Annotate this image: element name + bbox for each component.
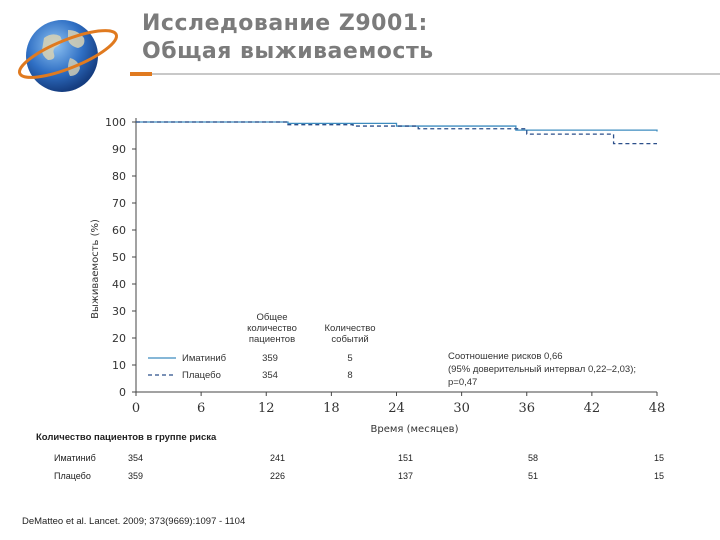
y-tick-label: 100 — [105, 116, 126, 129]
risk-row-label: Иматиниб — [54, 453, 96, 463]
y-tick-label: 20 — [112, 332, 126, 345]
hazard-ratio-annotation: Соотношение рисков 0,66 — [448, 351, 563, 362]
x-tick-label: 42 — [584, 401, 601, 416]
risk-cell: 226 — [270, 471, 286, 481]
risk-cell: 151 — [398, 453, 414, 463]
y-tick-label: 80 — [112, 170, 126, 183]
chart-series — [136, 121, 658, 145]
y-tick-label: 10 — [112, 359, 126, 372]
x-tick-label: 48 — [649, 401, 666, 416]
x-tick-label: 12 — [258, 401, 275, 416]
y-tick-label: 60 — [112, 224, 126, 237]
legend-name: Иматиниб — [182, 353, 227, 364]
legend-header-events: Количество — [324, 323, 375, 334]
legend-header-patients: пациентов — [249, 334, 295, 345]
series-line-placebo — [136, 121, 657, 145]
legend-header-patients: количество — [247, 323, 297, 334]
legend-events: 5 — [347, 353, 352, 364]
risk-cell: 58 — [528, 453, 539, 463]
hazard-ratio-annotation: p=0,47 — [448, 377, 477, 388]
y-tick-label: 90 — [112, 143, 126, 156]
hazard-ratio-annotation: (95% доверительный интервал 0,22–2,03); — [448, 364, 636, 375]
x-tick-label: 24 — [388, 401, 405, 416]
chart-axes: 0 10 20 30 40 50 60 70 80 90 100 0 6 12 18 24 30 36 42 48 Вы… — [90, 116, 665, 435]
risk-cell: 15 — [654, 453, 665, 463]
legend-patients: 354 — [262, 370, 278, 381]
risk-cell: 241 — [270, 453, 286, 463]
y-tick-label: 0 — [119, 386, 126, 399]
x-tick-label: 30 — [453, 401, 470, 416]
citation: DeMatteo et al. Lancet. 2009; 373(9669):… — [22, 516, 246, 527]
risk-cell: 51 — [528, 471, 539, 481]
legend-name: Плацебо — [182, 370, 221, 381]
title-line-1: Исследование Z9001: — [142, 11, 428, 36]
y-axis-label: Выживаемость (%) — [90, 219, 101, 319]
risk-cell: 15 — [654, 471, 665, 481]
risk-cell: 359 — [128, 471, 144, 481]
legend-header-events: событий — [331, 334, 368, 345]
risk-table-heading: Количество пациентов в группе риска — [36, 432, 217, 443]
x-tick-label: 36 — [518, 401, 535, 416]
risk-cell: 354 — [128, 453, 144, 463]
chart-annotation: Соотношение рисков 0,66 (95% доверительны… — [448, 351, 636, 388]
legend-header-patients: Общее — [256, 312, 287, 323]
series-line-imatinib — [136, 121, 658, 132]
x-axis-label: Время (месяцев) — [371, 424, 459, 435]
legend-events: 8 — [347, 370, 352, 381]
y-tick-label: 50 — [112, 251, 126, 264]
page-title: Исследование Z9001: Общая выживаемость — [142, 10, 434, 66]
risk-row-label: Плацебо — [54, 471, 91, 481]
y-tick-label: 70 — [112, 197, 126, 210]
globe-logo — [18, 20, 118, 92]
x-tick-label: 6 — [197, 401, 205, 416]
legend-patients: 359 — [262, 353, 278, 364]
y-tick-label: 40 — [112, 278, 126, 291]
y-tick-label: 30 — [112, 305, 126, 318]
risk-cell: 137 — [398, 471, 414, 481]
title-divider — [130, 73, 720, 75]
x-tick-label: 0 — [132, 401, 140, 416]
title-accent-bar — [130, 72, 152, 76]
title-line-2: Общая выживаемость — [142, 39, 434, 64]
x-tick-label: 18 — [323, 401, 340, 416]
